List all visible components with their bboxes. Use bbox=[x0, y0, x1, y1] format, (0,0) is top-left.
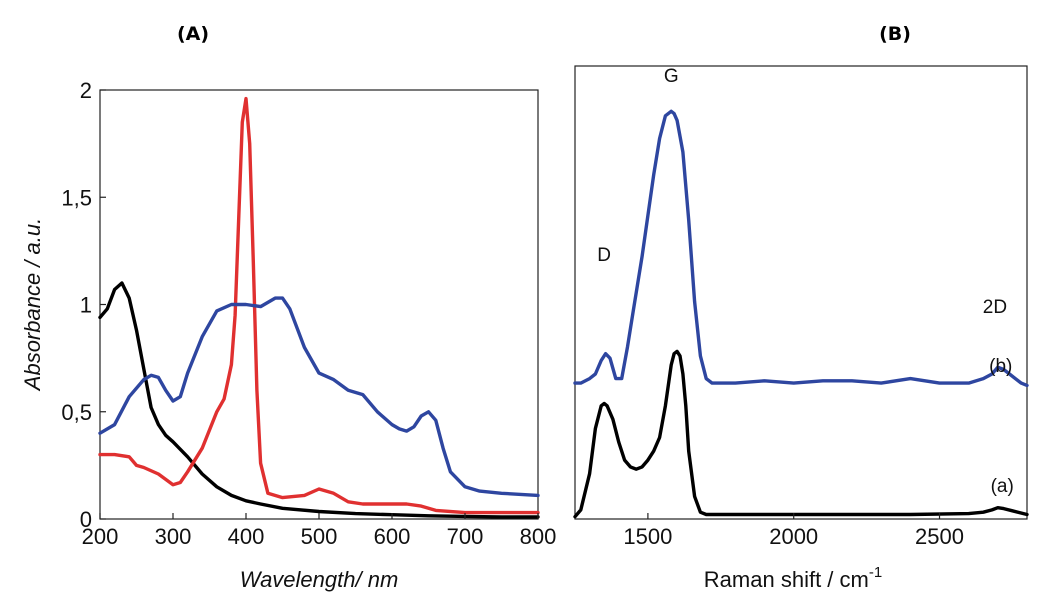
panel-b-annotation: 2D bbox=[983, 297, 1007, 318]
panel-b-series-group bbox=[573, 109, 1029, 519]
panel-b-label: (B) bbox=[879, 23, 911, 45]
panel-a-x-tick-label: 400 bbox=[228, 524, 265, 549]
panel-a-x-tick-label: 800 bbox=[520, 524, 557, 549]
panel-a-series-0-line bbox=[98, 281, 540, 519]
panel-a-y-tick-label: 0 bbox=[80, 507, 92, 532]
panel-a-series-2-line bbox=[98, 296, 540, 498]
panel-b-x-ticks: 1500 2000 2500 bbox=[623, 513, 964, 549]
panel-b-annotation: (a) bbox=[991, 476, 1014, 497]
panel-a-x-axis-title: Wavelength/ nm bbox=[240, 567, 399, 592]
panel-a-x-tick-label: 700 bbox=[447, 524, 484, 549]
panel-b-x-axis-title-main: Raman shift / cm bbox=[704, 567, 869, 592]
panel-b-annotation: D bbox=[597, 245, 611, 266]
panel-a-plot-frame bbox=[99, 89, 539, 520]
panel-a-y-tick-label: 2 bbox=[80, 78, 92, 103]
panel-a-y-tick-label: 1 bbox=[80, 293, 92, 318]
panel-a-x-tick-label: 600 bbox=[374, 524, 411, 549]
panel-b-x-tick-label: 2500 bbox=[915, 524, 964, 549]
panel-a-series-1-line bbox=[98, 96, 540, 515]
panel-b-annotation: (b) bbox=[989, 356, 1012, 377]
panel-b-x-tick-label: 2000 bbox=[769, 524, 818, 549]
panel-b-plot-frame bbox=[574, 65, 1028, 520]
panel-b-x-tick-label: 1500 bbox=[623, 524, 672, 549]
panel-b-x-axis-title: Raman shift / cm-1 bbox=[704, 564, 882, 592]
panel-a-y-ticks: 0 0,5 1 1,5 2 bbox=[61, 78, 106, 532]
panel-b-series-0-line bbox=[573, 349, 1029, 519]
panel-b: (B) 1500 2000 2500 G D 2D (b) (a) Raman shift … bbox=[573, 23, 1029, 592]
panel-a: (A) 200 300 400 500 600 700 800 0 0,5 1 1,5 2 Wave… bbox=[20, 23, 556, 592]
panel-a-x-ticks: 200 300 400 500 600 700 800 bbox=[82, 513, 557, 549]
panel-a-y-axis-title: Absorbance / a.u. bbox=[20, 218, 45, 392]
panel-a-series-group bbox=[98, 96, 540, 519]
panel-b-annotation: G bbox=[664, 66, 679, 87]
panel-b-annotations: G D 2D (b) (a) bbox=[597, 66, 1014, 497]
panel-b-x-axis-title-superscript: -1 bbox=[869, 564, 882, 581]
panel-a-y-tick-label: 1,5 bbox=[61, 185, 92, 210]
panel-a-x-tick-label: 200 bbox=[82, 524, 119, 549]
panel-a-label: (A) bbox=[177, 23, 209, 45]
panel-a-y-tick-label: 0,5 bbox=[61, 400, 92, 425]
panel-b-series-1-line bbox=[573, 109, 1029, 388]
panel-a-x-tick-label: 500 bbox=[301, 524, 338, 549]
panel-a-x-tick-label: 300 bbox=[155, 524, 192, 549]
